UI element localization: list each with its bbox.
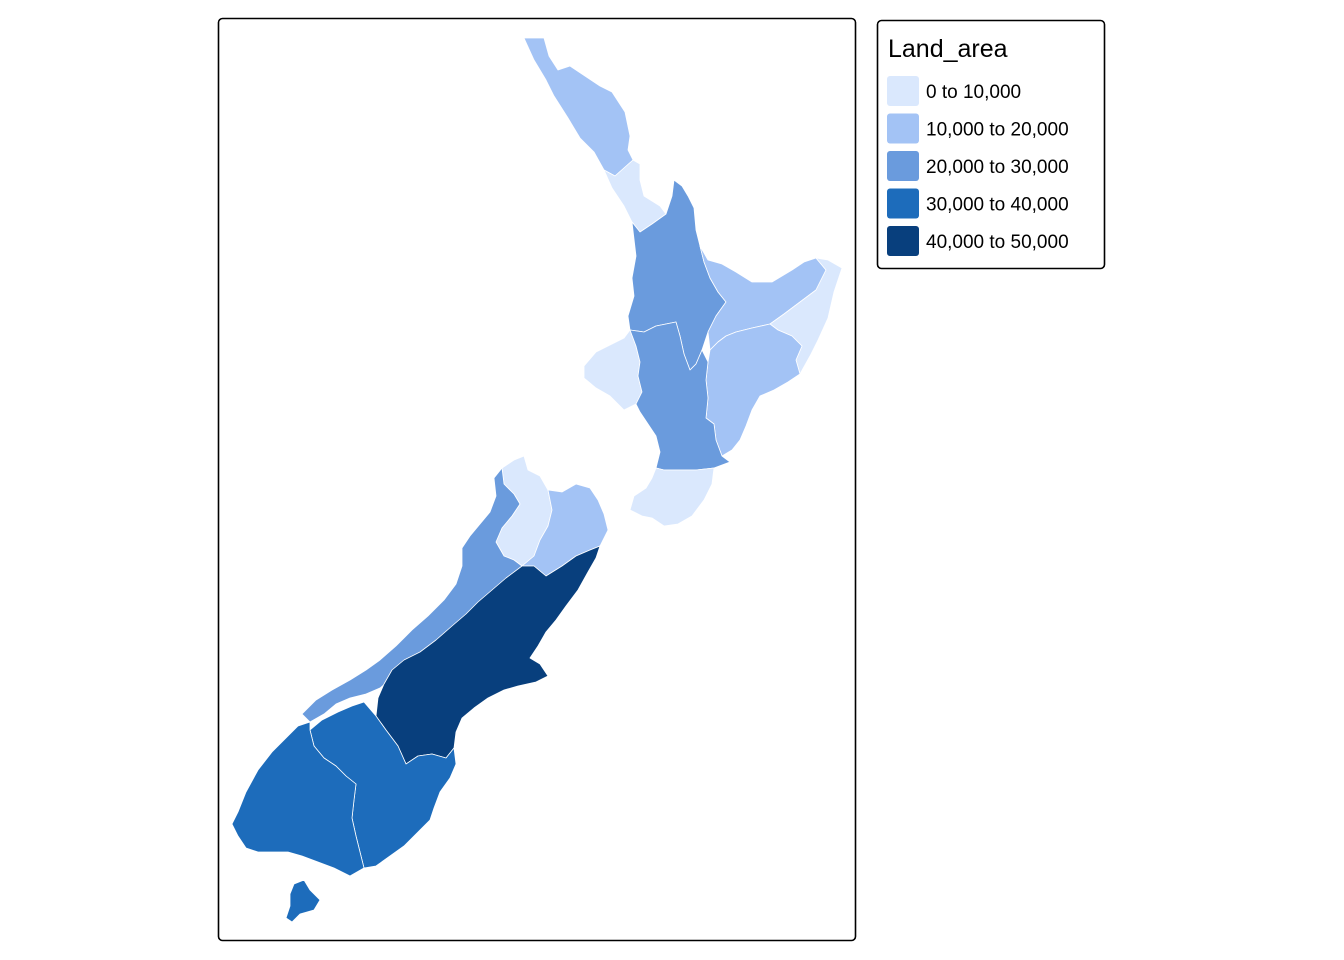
legend-label: 0 to 10,000 xyxy=(926,82,1021,103)
legend-items: 0 to 10,000 10,000 to 20,000 20,000 to 30,… xyxy=(887,76,1069,256)
legend-swatch xyxy=(887,76,919,106)
legend-label: 40,000 to 50,000 xyxy=(926,232,1069,253)
legend: Land_area 0 to 10,000 10,000 to 20,000 20,… xyxy=(876,19,1106,270)
region-canterbury[interactable]: Canterbury xyxy=(375,545,601,765)
legend-swatch xyxy=(887,188,919,219)
legend-label: 20,000 to 30,000 xyxy=(926,157,1069,178)
region-auckland[interactable]: Auckland xyxy=(603,159,667,233)
region-hawkes-bay[interactable]: Hawke's Bay xyxy=(705,323,803,457)
map-regions: Northland Auckland Waikato Bay of Plenty… xyxy=(231,37,843,923)
legend-swatch xyxy=(887,151,919,181)
region-tasman[interactable]: Tasman xyxy=(301,467,523,723)
legend-label: 30,000 to 40,000 xyxy=(926,195,1069,216)
legend-box xyxy=(876,19,1106,270)
region-manawatu-wanganui[interactable]: Manawatu-Wanganui xyxy=(629,321,731,471)
region-southland[interactable]: Southland xyxy=(231,721,365,877)
legend-title: Land_area xyxy=(888,35,1008,63)
legend-swatch xyxy=(887,113,919,144)
legend-label: 10,000 to 20,000 xyxy=(926,120,1069,141)
region-wellington[interactable]: Wellington xyxy=(629,467,715,527)
region-northland[interactable]: Northland xyxy=(523,37,634,177)
legend-swatch xyxy=(887,226,919,256)
region-stewart-island[interactable]: Southland xyxy=(285,879,321,923)
